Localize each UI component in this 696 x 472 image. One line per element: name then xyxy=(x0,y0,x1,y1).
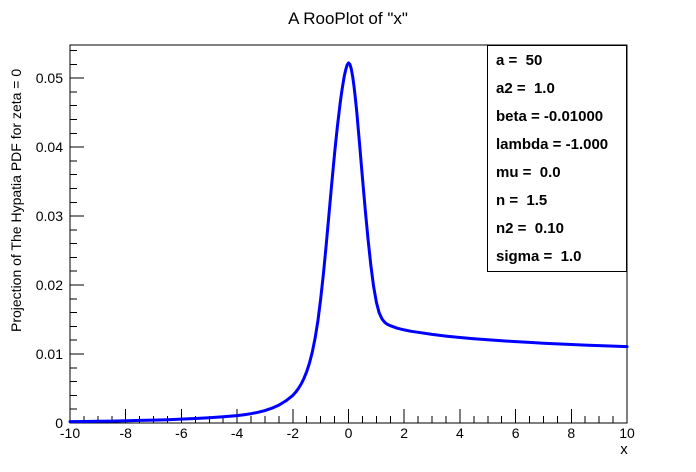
y-tick-label: 0.04 xyxy=(36,139,63,155)
y-tick-label: 0.03 xyxy=(36,208,63,224)
y-axis-title: Projection of The Hypatia PDF for zeta =… xyxy=(8,68,24,332)
y-tick-label: 0.05 xyxy=(36,70,63,86)
param-a2: a2 = 1.0 xyxy=(496,79,555,97)
param-beta: beta = -0.01000 xyxy=(496,107,604,125)
y-tick-label: 0 xyxy=(55,415,63,431)
param-lambda: lambda = -1.000 xyxy=(496,135,609,153)
x-tick-label: 8 xyxy=(567,425,575,441)
param-sigma: sigma = 1.0 xyxy=(496,248,582,266)
x-tick-label: -8 xyxy=(119,425,132,441)
x-tick-label: -6 xyxy=(175,425,188,441)
x-tick-label: 0 xyxy=(345,425,353,441)
x-axis-title: x xyxy=(620,441,628,458)
x-tick-label: 4 xyxy=(456,425,464,441)
pdf-curve xyxy=(68,61,629,424)
chart-title: A RooPlot of "x" xyxy=(288,9,408,28)
x-tick-label: -10 xyxy=(60,425,80,441)
y-tick-label: 0.01 xyxy=(36,346,63,362)
x-tick-label: -2 xyxy=(287,425,300,441)
param-a: a = 50 xyxy=(496,51,543,69)
param-mu: mu = 0.0 xyxy=(496,164,561,182)
param-n: n = 1.5 xyxy=(496,192,548,210)
y-tick-label: 0.02 xyxy=(36,277,63,293)
x-tick-label: 10 xyxy=(619,425,635,441)
param-n2: n2 = 0.10 xyxy=(496,220,564,238)
x-tick-label: 6 xyxy=(512,425,520,441)
x-tick-label: -4 xyxy=(231,425,244,441)
x-tick-label: 2 xyxy=(400,425,408,441)
parameter-box: a = 50 a2 = 1.0 beta = -0.01000 lambda =… xyxy=(487,45,627,272)
